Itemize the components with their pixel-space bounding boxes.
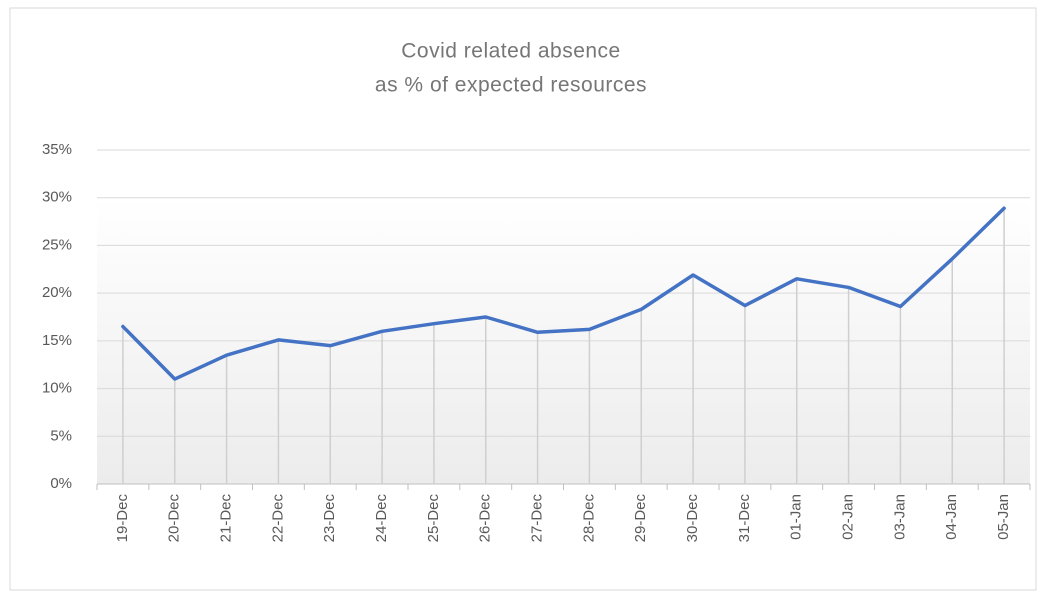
y-tick-label: 0% <box>50 475 72 492</box>
x-tick-label: 31-Dec <box>736 494 753 543</box>
y-tick-label: 20% <box>42 284 72 301</box>
x-tick-label: 22-Dec <box>269 494 286 543</box>
x-tick-label: 26-Dec <box>477 494 494 543</box>
x-tick-label: 27-Dec <box>529 494 546 543</box>
x-tick-label: 28-Dec <box>580 494 597 543</box>
x-tick-label: 21-Dec <box>218 494 235 543</box>
data-line <box>121 206 1006 381</box>
y-tick-label: 15% <box>42 332 72 349</box>
x-tick-label: 25-Dec <box>425 494 442 543</box>
x-tick-label: 04-Jan <box>943 494 960 540</box>
x-tick-label: 01-Jan <box>788 494 805 540</box>
x-tick-label: 03-Jan <box>891 494 908 540</box>
y-tick-label: 5% <box>50 427 72 444</box>
y-tick-label: 35% <box>42 141 72 158</box>
x-tick-label: 23-Dec <box>321 494 338 543</box>
x-tick-label: 05-Jan <box>995 494 1012 540</box>
x-tick-label: 24-Dec <box>373 494 390 543</box>
y-tick-label: 30% <box>42 189 72 206</box>
x-tick-label: 29-Dec <box>632 494 649 543</box>
chart-title: Covid related absence <box>401 40 620 63</box>
x-tick-label: 19-Dec <box>114 494 131 543</box>
y-tick-label: 25% <box>42 236 72 253</box>
chart-title: as % of expected resources <box>375 74 647 97</box>
x-tick-label: 02-Jan <box>840 494 857 540</box>
x-tick-label: 20-Dec <box>166 494 183 543</box>
x-tick-label: 30-Dec <box>684 494 701 543</box>
y-tick-label: 10% <box>42 380 72 397</box>
